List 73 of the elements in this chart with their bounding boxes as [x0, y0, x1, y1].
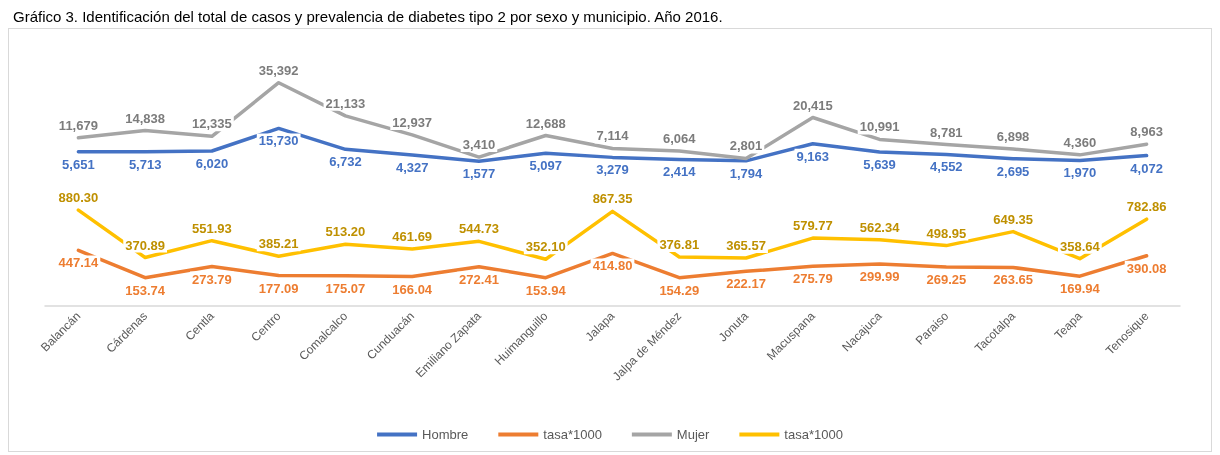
data-label: 14,838 — [125, 110, 166, 126]
data-label: 385.21 — [258, 236, 299, 252]
data-label: 7,114 — [596, 128, 630, 144]
data-label: 447.14 — [58, 255, 100, 271]
data-label: 12,937 — [392, 114, 433, 130]
data-label: 370.89 — [125, 237, 166, 253]
data-label: 2,695 — [996, 163, 1030, 179]
data-label: 6,732 — [329, 154, 362, 170]
legend-label: Mujer — [676, 427, 711, 442]
data-label: 169.94 — [1059, 281, 1101, 297]
data-label: 562.34 — [859, 219, 901, 235]
data-label: 376.81 — [659, 236, 700, 252]
data-label: 10,991 — [859, 119, 900, 135]
data-label: 15,730 — [258, 133, 299, 149]
data-label: 11,679 — [58, 117, 98, 133]
data-label: 6,020 — [195, 156, 229, 171]
data-label: 513.20 — [325, 224, 366, 240]
data-label: 352.10 — [525, 239, 566, 255]
data-label: 154.29 — [659, 282, 700, 298]
data-label: 579.77 — [792, 218, 833, 234]
data-label: 4,072 — [1130, 160, 1163, 176]
data-label: 4,552 — [930, 159, 963, 175]
data-label: 12,335 — [192, 116, 232, 132]
legend-label: tasa*1000 — [784, 427, 843, 442]
data-label: 166.04 — [392, 281, 433, 297]
data-label: 6,064 — [662, 130, 697, 146]
data-label: 1,794 — [729, 165, 764, 181]
data-label: 649.35 — [993, 211, 1033, 227]
data-label: 153.94 — [525, 282, 567, 298]
data-label: 2,414 — [662, 164, 697, 180]
data-label: 273.79 — [192, 271, 232, 287]
data-label: 390.08 — [1126, 260, 1167, 276]
data-label: 275.79 — [792, 271, 833, 287]
data-label: 8,781 — [930, 124, 963, 140]
data-label: 867.35 — [592, 191, 633, 207]
data-label: 8,963 — [1130, 124, 1163, 140]
data-label: 20,415 — [792, 97, 833, 113]
data-label: 498.95 — [926, 225, 967, 241]
data-label: 551.93 — [192, 220, 232, 236]
data-label: 2,801 — [729, 138, 763, 154]
data-label: 414.80 — [592, 258, 633, 274]
data-label: 299.99 — [859, 269, 900, 285]
data-label: 880.30 — [58, 190, 99, 206]
data-label: 9,163 — [796, 148, 830, 164]
data-label: 1,577 — [462, 166, 496, 182]
data-label: 5,097 — [529, 158, 563, 174]
data-label: 782.86 — [1126, 199, 1167, 215]
legend-label: tasa*1000 — [543, 427, 602, 442]
data-label: 3,410 — [462, 137, 496, 153]
data-label: 365.57 — [726, 238, 766, 253]
data-label: 358.64 — [1059, 238, 1101, 254]
legend-label: Hombre — [422, 427, 469, 442]
data-label: 3,279 — [596, 162, 629, 178]
data-label: 5,651 — [62, 156, 95, 172]
chart-title: Gráfico 3. Identificación del total de casos y prevalencia de diabetes tipo 2 por sexo y municipio. Año 2016. — [13, 8, 723, 25]
data-label: 269.25 — [926, 271, 967, 287]
data-label: 175.07 — [325, 280, 366, 296]
data-label: 177.09 — [258, 280, 299, 296]
data-label: 222.17 — [726, 276, 766, 292]
data-label: 6,898 — [996, 128, 1030, 144]
data-label: 12,688 — [525, 115, 566, 131]
data-label: 4,327 — [395, 159, 429, 175]
data-label: 153.74 — [125, 282, 166, 298]
data-label: 461.69 — [392, 229, 433, 245]
data-label: 1,970 — [1063, 165, 1097, 181]
data-label: 35,392 — [258, 62, 299, 78]
data-label: 4,360 — [1063, 134, 1097, 150]
data-label: 5,713 — [128, 156, 162, 172]
data-label: 272.41 — [459, 271, 499, 287]
data-label: 21,133 — [325, 95, 366, 111]
data-label: 263.65 — [993, 272, 1033, 288]
data-label: 544.73 — [459, 221, 499, 237]
data-label: 5,639 — [863, 156, 896, 172]
